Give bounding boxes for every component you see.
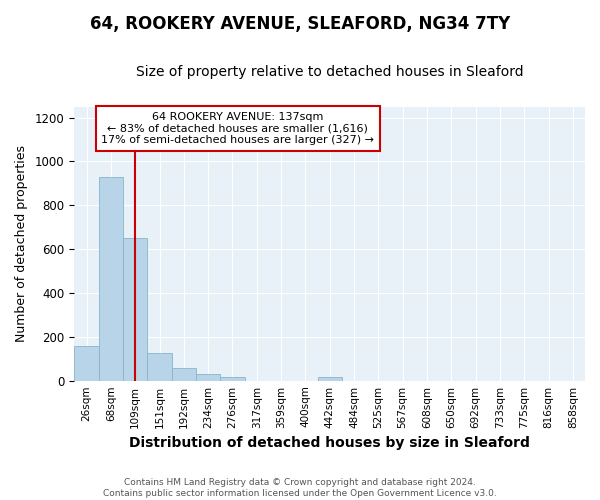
Title: Size of property relative to detached houses in Sleaford: Size of property relative to detached ho… [136, 65, 524, 79]
Text: 64, ROOKERY AVENUE, SLEAFORD, NG34 7TY: 64, ROOKERY AVENUE, SLEAFORD, NG34 7TY [90, 15, 510, 33]
Bar [220, 378, 245, 380]
Text: 64 ROOKERY AVENUE: 137sqm
← 83% of detached houses are smaller (1,616)
17% of se: 64 ROOKERY AVENUE: 137sqm ← 83% of detac… [101, 112, 374, 145]
Bar [123, 238, 148, 380]
X-axis label: Distribution of detached houses by size in Sleaford: Distribution of detached houses by size … [129, 436, 530, 450]
Y-axis label: Number of detached properties: Number of detached properties [15, 145, 28, 342]
Bar [172, 368, 196, 380]
Bar [148, 354, 172, 380]
Bar [196, 374, 220, 380]
Bar [74, 346, 99, 380]
Bar [99, 176, 123, 380]
Text: Contains HM Land Registry data © Crown copyright and database right 2024.
Contai: Contains HM Land Registry data © Crown c… [103, 478, 497, 498]
Bar [317, 378, 342, 380]
